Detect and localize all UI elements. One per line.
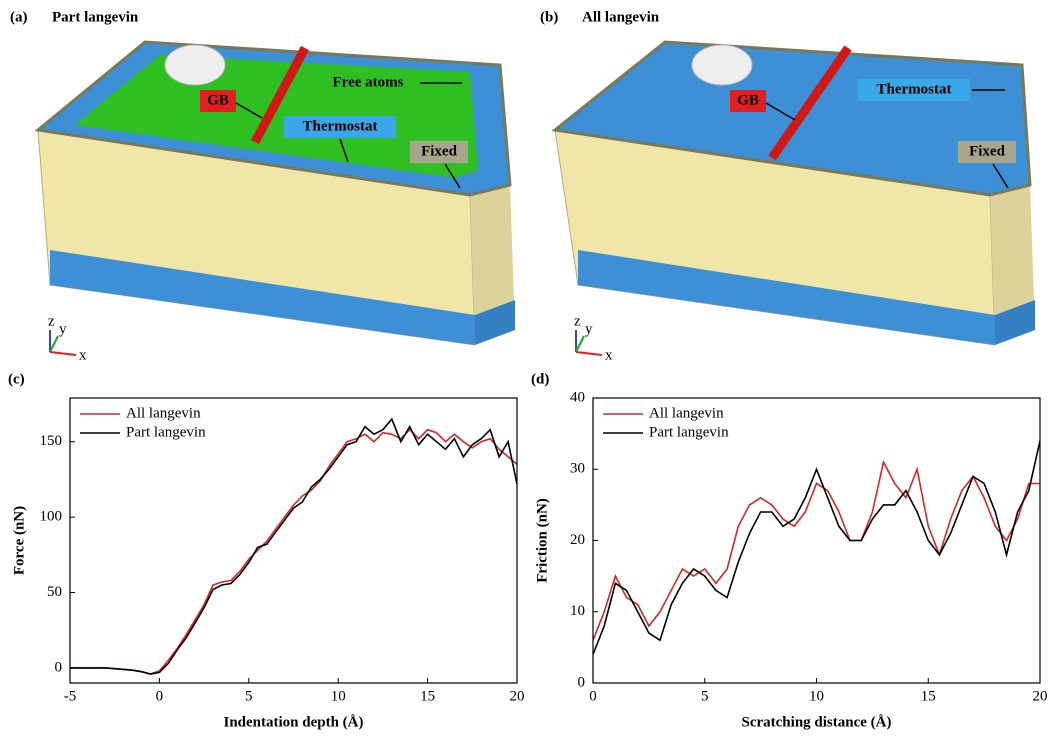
y-axis-label: Friction (nN)	[534, 498, 550, 583]
legend-label: Part langevin	[126, 424, 206, 440]
series-line	[593, 441, 1040, 655]
y-tick-label: 0	[578, 674, 586, 690]
axis-arrow	[50, 336, 58, 352]
y-tick-label: 0	[55, 659, 63, 675]
annotation: Free atoms	[333, 74, 404, 90]
legend-label: All langevin	[649, 405, 724, 421]
indenter	[165, 45, 225, 85]
y-tick-label: 150	[40, 433, 63, 449]
x-tick-label: -5	[64, 688, 77, 704]
series-line	[593, 462, 1040, 640]
axis-name: z	[48, 313, 55, 329]
annotation: Fixed	[969, 143, 1005, 159]
axis-arrow	[50, 352, 76, 355]
series-line	[70, 419, 517, 674]
y-axis-label: Force (nN)	[11, 506, 27, 575]
y-tick-label: 100	[40, 509, 63, 525]
page: GB Free atoms Thermostat Fixed (a) Part …	[0, 0, 1050, 741]
axis-name: x	[605, 347, 613, 363]
panel-label: (b)	[540, 9, 558, 25]
axis-name: x	[79, 347, 87, 363]
plot-frame	[70, 398, 517, 683]
x-tick-label: 0	[156, 688, 164, 704]
y-tick-label: 50	[47, 584, 62, 600]
x-tick-label: 20	[1033, 688, 1048, 704]
y-tick-label: 30	[570, 461, 585, 477]
y-tick-label: 10	[570, 603, 585, 619]
render-b: GB Thermostat Fixed (b) All langevin z y…	[540, 9, 1035, 363]
series-line	[70, 430, 517, 674]
x-tick-label: 10	[331, 688, 346, 704]
panel-label: (c)	[8, 371, 25, 387]
axis-name: y	[585, 321, 593, 337]
panel-title: Part langevin	[52, 9, 139, 25]
x-tick-label: 5	[245, 688, 253, 704]
annotation: Fixed	[421, 143, 457, 159]
annotation: GB	[207, 92, 229, 108]
y-tick-label: 40	[570, 389, 585, 405]
render-a: GB Free atoms Thermostat Fixed (a) Part …	[10, 9, 515, 363]
x-tick-label: 15	[921, 688, 936, 704]
x-tick-label: 15	[420, 688, 435, 704]
x-axis-label: Indentation depth (Å)	[223, 714, 363, 730]
panel-label: (d)	[531, 371, 549, 387]
axis-arrow	[576, 352, 602, 355]
x-tick-label: 5	[701, 688, 709, 704]
legend-label: All langevin	[126, 405, 201, 421]
panel-title: All langevin	[582, 9, 660, 25]
annotation: GB	[737, 92, 759, 108]
x-tick-label: 20	[510, 688, 525, 704]
axis-name: y	[59, 321, 67, 337]
figure: GB Free atoms Thermostat Fixed (a) Part …	[0, 0, 1050, 741]
panel-label: (a)	[10, 9, 28, 25]
legend-label: Part langevin	[649, 424, 729, 440]
x-axis-label: Scratching distance (Å)	[742, 714, 892, 730]
annotation: Thermostat	[303, 118, 378, 134]
x-tick-label: 0	[589, 688, 597, 704]
y-tick-label: 20	[570, 532, 585, 548]
indenter	[692, 45, 752, 85]
x-tick-label: 10	[809, 688, 824, 704]
annotation: Thermostat	[877, 81, 952, 97]
axis-name: z	[574, 313, 581, 329]
axis-arrow	[576, 336, 584, 352]
